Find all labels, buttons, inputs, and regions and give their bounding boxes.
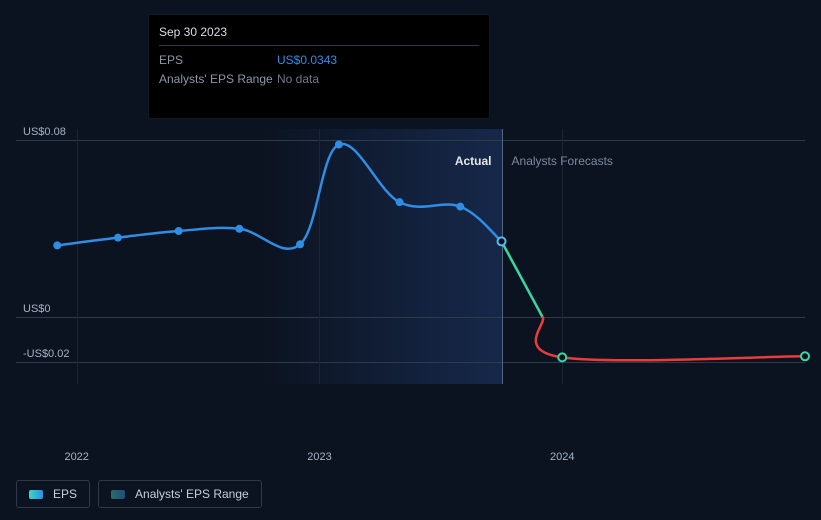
tooltip-separator: [159, 45, 479, 46]
x-axis-label: 2023: [307, 451, 331, 463]
legend-label-eps: EPS: [53, 487, 77, 501]
plot-area[interactable]: US$0.08US$0-US$0.02 Actual Analysts Fore…: [16, 129, 805, 384]
x-axis-label: 2022: [64, 451, 88, 463]
tooltip-row: Analysts' EPS RangeNo data: [159, 70, 479, 89]
legend-item-eps[interactable]: EPS: [16, 480, 90, 508]
tooltip-row: EPSUS$0.0343: [159, 51, 479, 70]
tooltip-date: Sep 30 2023: [159, 23, 479, 41]
legend-swatch-range: [111, 490, 125, 499]
eps-chart: US$0.08US$0-US$0.02 Actual Analysts Fore…: [16, 129, 805, 384]
hover-tooltip: Sep 30 2023 EPSUS$0.0343Analysts' EPS Ra…: [149, 15, 489, 118]
tooltip-value: No data: [277, 70, 319, 89]
tooltip-key: EPS: [159, 51, 277, 70]
legend-item-range[interactable]: Analysts' EPS Range: [98, 480, 262, 508]
legend-swatch-eps: [29, 490, 43, 499]
legend-label-range: Analysts' EPS Range: [135, 487, 249, 501]
tooltip-value: US$0.0343: [277, 51, 337, 70]
legend: EPS Analysts' EPS Range: [16, 480, 262, 508]
tooltip-key: Analysts' EPS Range: [159, 70, 277, 89]
x-axis-label: 2024: [550, 451, 574, 463]
chart-lines: [16, 129, 805, 384]
